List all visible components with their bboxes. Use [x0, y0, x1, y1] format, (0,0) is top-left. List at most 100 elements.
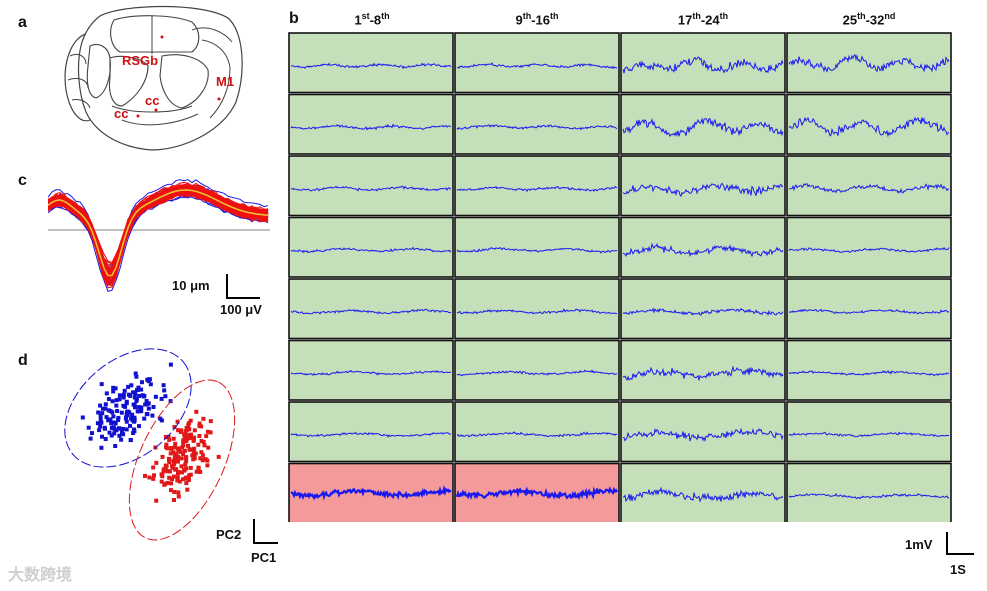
pca-point-cluster-1	[113, 386, 118, 391]
trace-cell-r3-c1	[288, 155, 454, 217]
pca-point-cluster-1	[136, 385, 141, 390]
lfp-trace-r7-c4	[788, 431, 950, 438]
pca-point-cluster-2	[181, 443, 186, 448]
pca-point-cluster-2	[163, 435, 168, 439]
pca-point-cluster-1	[98, 424, 103, 429]
pca-point-cluster-2	[171, 474, 176, 479]
pca-point-cluster-1	[125, 412, 130, 417]
pca-point-cluster-1	[106, 418, 111, 423]
pca-point-cluster-1	[135, 409, 140, 414]
pca-point-cluster-2	[167, 475, 172, 480]
pca-point-cluster-2	[202, 443, 207, 448]
label-m1: M1	[216, 74, 235, 89]
pca-point-cluster-2	[184, 466, 189, 471]
pca-point-cluster-2	[164, 442, 169, 447]
pca-point-cluster-2	[186, 477, 191, 482]
pca-point-cluster-1	[111, 385, 116, 390]
pca-point-cluster-2	[168, 451, 173, 456]
pca-point-cluster-1	[161, 383, 166, 388]
pca-point-cluster-2	[184, 428, 189, 433]
pca-point-cluster-1	[122, 388, 127, 393]
pca-point-cluster-1	[97, 428, 102, 433]
pca-point-cluster-2	[173, 441, 178, 446]
pca-point-cluster-1	[144, 412, 149, 417]
panel-letter-a: a	[18, 14, 27, 31]
pca-point-cluster-2	[188, 418, 193, 423]
lfp-trace-grid	[288, 32, 952, 522]
lfp-trace-r3-c4	[788, 182, 950, 194]
pca-point-cluster-2	[184, 455, 189, 460]
pca-point-cluster-1	[148, 382, 153, 387]
pca-point-cluster-2	[197, 434, 202, 438]
pca-point-cluster-2	[160, 454, 165, 459]
pca-point-cluster-2	[172, 490, 177, 494]
trace-cell-r3-c4	[786, 155, 952, 217]
panel-letter-d: d	[18, 352, 28, 369]
pca-point-cluster-2	[165, 480, 170, 485]
lfp-scalebar-voltage-label: 1mV	[905, 537, 933, 552]
pca-point-cluster-1	[140, 393, 145, 398]
lfp-trace-r1-c4	[788, 53, 950, 73]
pca-point-cluster-1	[95, 421, 100, 426]
trace-cell-r7-c1	[288, 401, 454, 463]
pca-point-cluster-1	[103, 437, 108, 441]
pca-point-cluster-2	[187, 447, 192, 452]
pca-point-cluster-1	[131, 431, 136, 435]
pca-point-cluster-2	[185, 487, 190, 492]
pca-point-cluster-1	[135, 388, 140, 393]
pca-point-cluster-2	[159, 479, 164, 484]
pca-point-cluster-1	[120, 427, 125, 431]
pca-point-cluster-1	[99, 420, 104, 425]
pca-point-cluster-2	[176, 428, 181, 433]
pca-y-axis-label: PC2	[216, 527, 242, 542]
pca-point-cluster-1	[117, 397, 122, 402]
lfp-trace-r2-c3	[622, 117, 784, 138]
pca-point-cluster-1	[98, 403, 103, 408]
pca-point-cluster-1	[121, 403, 126, 408]
pca-point-cluster-1	[168, 399, 173, 404]
pca-point-cluster-2	[208, 419, 213, 424]
pca-point-cluster-2	[143, 473, 147, 478]
pca-point-cluster-1	[103, 426, 107, 431]
pca-point-cluster-1	[104, 415, 109, 420]
pca-point-cluster-2	[164, 463, 169, 468]
pca-point-cluster-1	[106, 397, 111, 401]
trace-cell-r7-c4	[786, 401, 952, 463]
panel-letter-b: b	[289, 10, 299, 27]
trace-cell-r4-c4	[786, 216, 952, 278]
lfp-trace-r5-c2	[456, 308, 618, 315]
pca-point-cluster-1	[144, 399, 149, 403]
pca-point-cluster-1	[80, 415, 85, 420]
pca-point-cluster-2	[185, 433, 190, 438]
lfp-trace-r8-c4	[788, 492, 950, 500]
cluster-1-ellipse	[64, 348, 192, 468]
pca-point-cluster-2	[171, 436, 176, 441]
pca-point-cluster-2	[199, 439, 204, 443]
pca-point-cluster-2	[170, 477, 174, 482]
panel-letter-c: c	[18, 172, 27, 189]
pca-point-cluster-2	[175, 478, 180, 483]
trace-cell-r4-c3	[620, 216, 786, 278]
pca-point-cluster-1	[142, 416, 147, 421]
lfp-trace-r4-c4	[788, 246, 950, 253]
trace-cell-r5-c2	[454, 278, 620, 340]
pca-point-cluster-1	[114, 403, 119, 408]
pca-point-cluster-2	[172, 425, 177, 429]
trace-cell-r2-c4	[786, 93, 952, 155]
waveform-trace	[48, 181, 269, 264]
pca-point-cluster-1	[109, 420, 114, 425]
pca-point-cluster-1	[119, 410, 124, 415]
pca-point-cluster-2	[176, 490, 181, 495]
pca-point-cluster-1	[124, 427, 129, 432]
lfp-trace-r8-c1	[290, 484, 452, 501]
pca-point-cluster-1	[124, 419, 129, 424]
pca-point-cluster-2	[194, 469, 199, 474]
pca-point-cluster-1	[98, 417, 103, 422]
pca-point-cluster-1	[117, 393, 122, 398]
pca-point-cluster-2	[167, 469, 172, 474]
pca-point-cluster-2	[192, 428, 197, 433]
pca-point-cluster-2	[190, 436, 195, 441]
pca-point-cluster-1	[137, 424, 141, 429]
pca-point-cluster-1	[124, 401, 129, 406]
pca-point-cluster-2	[194, 409, 199, 414]
